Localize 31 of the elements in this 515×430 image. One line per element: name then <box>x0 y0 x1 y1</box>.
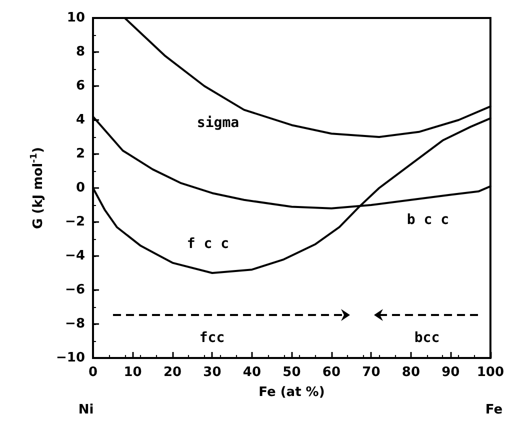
x-tick-label: 0 <box>88 365 98 380</box>
y-axis-title: G (kJ mol-1) <box>30 146 46 230</box>
y-tick-label: −2 <box>65 214 85 230</box>
y-tick-label: 4 <box>76 112 85 128</box>
x-axis-title: Fe (at %) <box>258 385 325 400</box>
x-tick-label: 60 <box>322 365 341 380</box>
annotation: fcc <box>199 330 225 346</box>
x-tick-label: 80 <box>402 365 420 380</box>
y-tick-label: 6 <box>76 78 85 94</box>
y-tick-label: 0 <box>76 180 85 196</box>
x-tick-label: 70 <box>362 365 380 380</box>
annotation: sigma <box>196 115 240 131</box>
y-tick-label: 8 <box>76 44 85 60</box>
y-tick-label: −6 <box>65 282 85 298</box>
y-tick-label: −8 <box>65 316 85 332</box>
text: Fe <box>485 402 503 418</box>
x-tick-label: 10 <box>124 365 142 380</box>
y-tick-label: 10 <box>66 10 85 26</box>
annotation: b c c <box>406 212 450 228</box>
x-tick-label: 90 <box>442 365 460 380</box>
x-tick-label: 50 <box>282 365 301 380</box>
x-tick-label: 20 <box>163 365 182 380</box>
annotation: bcc <box>414 330 440 346</box>
annotation: f c c <box>186 236 230 252</box>
y-tick-label: −10 <box>56 350 85 366</box>
x-tick-label: 100 <box>476 365 504 380</box>
x-tick-label: 40 <box>242 365 262 380</box>
y-tick-label: −4 <box>65 248 85 264</box>
y-tick-label: 2 <box>76 146 85 162</box>
text: Ni <box>78 402 94 418</box>
x-tick-label: 30 <box>203 365 222 380</box>
